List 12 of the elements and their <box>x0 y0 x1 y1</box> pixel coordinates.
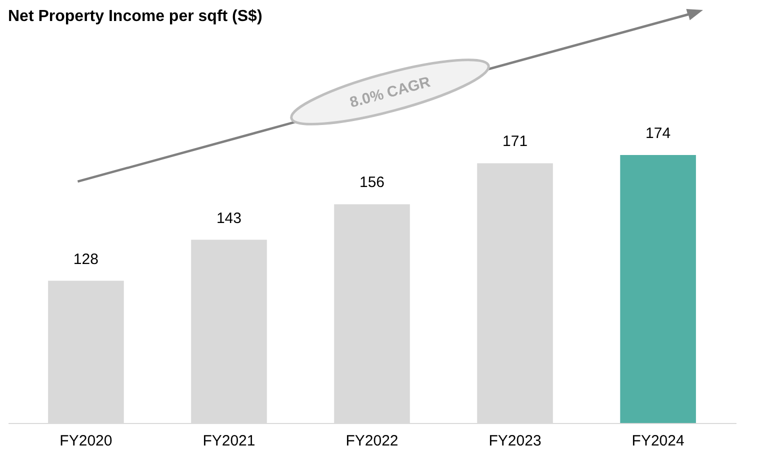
x-tick-label: FY2020 <box>60 432 112 450</box>
text: 8.0% CAGR <box>348 74 432 112</box>
chart-title: Net Property Income per sqft (S$) <box>8 8 262 25</box>
data-label: 174 <box>646 125 671 142</box>
data-label: 128 <box>73 250 98 268</box>
data-label: 143 <box>216 210 242 227</box>
data-label: 156 <box>359 174 385 192</box>
x-tick-label: FY2022 <box>346 432 398 450</box>
data-label: 171 <box>502 133 528 150</box>
x-tick-label: FY2024 <box>632 432 684 450</box>
x-tick-label: FY2021 <box>202 432 256 450</box>
x-tick-label: FY2023 <box>488 432 542 450</box>
